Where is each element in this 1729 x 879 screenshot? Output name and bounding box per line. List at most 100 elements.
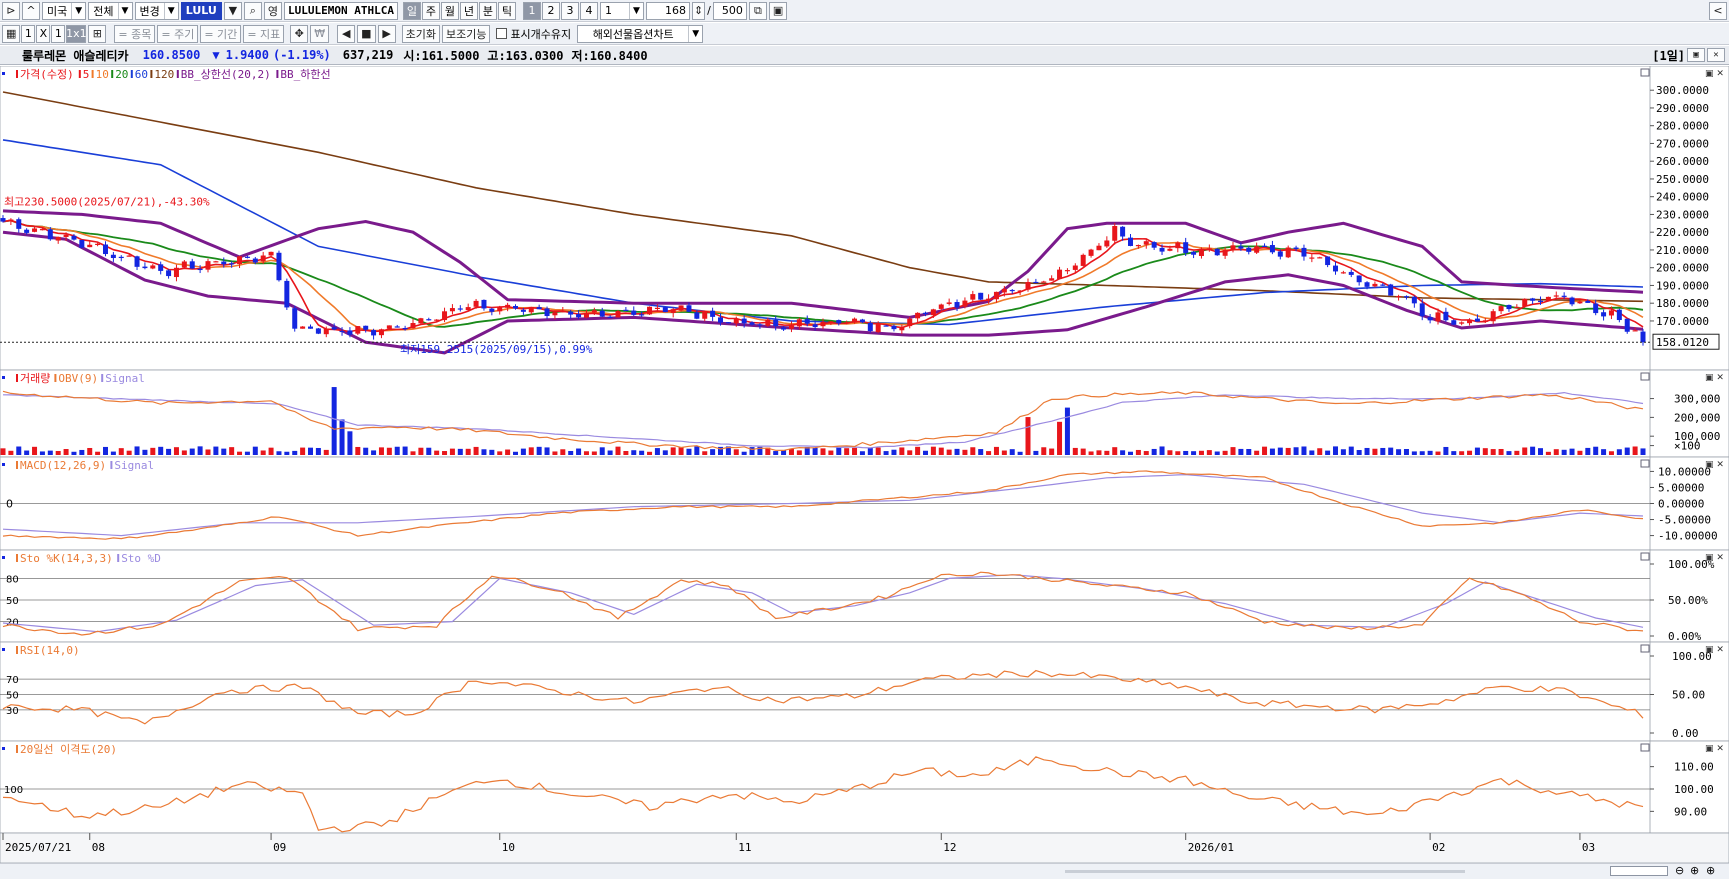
close-icon[interactable]: ✕: [1707, 48, 1725, 62]
number-button-4[interactable]: 4: [579, 1, 598, 20]
pane-minimize-icon[interactable]: [1640, 459, 1650, 468]
term-button[interactable]: = 기간: [200, 24, 242, 43]
candle-body: [1482, 320, 1488, 322]
search-icon[interactable]: ⌕: [243, 1, 262, 20]
reset-button[interactable]: 초기화: [401, 24, 440, 43]
up-arrow-button[interactable]: ^: [22, 1, 40, 20]
candle-body: [552, 312, 558, 316]
number-button-2[interactable]: 2: [541, 1, 560, 20]
volume-bar: [1372, 448, 1378, 455]
prev-icon[interactable]: ◀: [337, 24, 356, 43]
pane-minimize-icon[interactable]: [1640, 644, 1650, 653]
number-button-1[interactable]: 1: [522, 1, 541, 20]
move-icon[interactable]: ✥: [290, 24, 309, 43]
pane-control-icon[interactable]: ▣ ✕: [1705, 69, 1724, 79]
maximize-icon[interactable]: ▣: [1687, 48, 1705, 62]
period-button-0[interactable]: 일: [402, 1, 421, 20]
period-button-5[interactable]: 틱: [497, 1, 516, 20]
pane-control-icon[interactable]: ▣ ✕: [1705, 373, 1724, 383]
volume-bar: [930, 446, 936, 455]
count-input[interactable]: 168: [645, 1, 690, 20]
pane-control-icon[interactable]: ▣ ✕: [1705, 460, 1724, 470]
item-button[interactable]: = 종목: [114, 24, 156, 43]
candle-body: [1632, 330, 1638, 332]
layout-button-1[interactable]: X: [36, 24, 51, 43]
pane-minimize-icon[interactable]: [1640, 372, 1650, 381]
period-button-4[interactable]: 분: [478, 1, 497, 20]
collapse-left-icon[interactable]: <: [1709, 1, 1727, 20]
zoom-slider[interactable]: [1610, 866, 1668, 876]
candle-body: [544, 308, 550, 316]
pane-control-icon[interactable]: ▣ ✕: [1705, 744, 1724, 754]
volume-bar: [1262, 446, 1268, 455]
volume-bar: [820, 448, 826, 455]
candle-body: [536, 307, 542, 310]
candle-body: [986, 298, 992, 300]
save-icon[interactable]: ▣: [768, 1, 788, 20]
overseas-select[interactable]: 해외선물옵션차트 ▼: [577, 24, 704, 43]
candle-body: [442, 311, 448, 321]
candle-body: [1206, 248, 1212, 250]
ticker-input[interactable]: LULU: [180, 1, 222, 20]
layout-button-2[interactable]: 1: [51, 24, 66, 43]
pane-control-icon[interactable]: ▣ ✕: [1705, 553, 1724, 563]
pane-minimize-icon[interactable]: [1640, 68, 1650, 77]
scroll-thumb[interactable]: [1065, 870, 1465, 873]
table-icon[interactable]: ⊞: [88, 24, 107, 43]
volume-bar: [765, 447, 771, 455]
x-tick-label: 2025/07/21: [5, 841, 71, 854]
level-label: 50: [6, 691, 19, 702]
pane-control-icon[interactable]: ▣ ✕: [1705, 645, 1724, 655]
volume-bar: [47, 450, 53, 455]
stock-name-field: LULULEMON ATHLCA: [283, 1, 398, 20]
keep-count-checkbox[interactable]: [496, 28, 508, 39]
level-label: 100: [4, 785, 23, 796]
won-button[interactable]: ₩: [310, 24, 330, 43]
number-button-3[interactable]: 3: [560, 1, 579, 20]
period-button-3[interactable]: 년: [459, 1, 478, 20]
chevron-down-icon: ▼: [163, 2, 178, 19]
pane-minimize-icon[interactable]: [1640, 743, 1650, 752]
zoom-out-icon[interactable]: ⊖: [1675, 864, 1685, 877]
lang-button[interactable]: 영: [263, 1, 282, 20]
volume-bar: [1269, 448, 1275, 455]
new-window-icon[interactable]: ⧉: [748, 1, 767, 20]
period-button-2[interactable]: 월: [440, 1, 459, 20]
count-stepper[interactable]: ⇕: [691, 1, 706, 20]
aux-button[interactable]: 보조기능: [441, 24, 491, 43]
next-icon[interactable]: ▶: [377, 24, 396, 43]
volume-bar: [883, 451, 889, 455]
zoom-reset-icon[interactable]: ⊕: [1706, 864, 1716, 877]
candle-body: [355, 326, 361, 334]
stop-icon[interactable]: ■: [357, 24, 376, 43]
grid-icon[interactable]: ▦: [2, 24, 21, 43]
indicator-button[interactable]: = 지표: [243, 24, 285, 43]
volume-bar: [915, 446, 921, 455]
volume-bar: [536, 446, 542, 455]
scope-select[interactable]: 전체 ▼: [88, 1, 133, 20]
layout-button-0[interactable]: 1: [21, 24, 36, 43]
cycle-button[interactable]: = 주기: [157, 24, 199, 43]
ticker-dropdown-button[interactable]: ▼: [223, 1, 242, 20]
period-button-1[interactable]: 주: [421, 1, 440, 20]
legend-item-1: Sto %D: [121, 552, 161, 565]
candle-body: [1577, 301, 1583, 304]
volume-bar: [1514, 450, 1520, 455]
market-select[interactable]: 미국 ▼: [42, 1, 87, 20]
unit-select[interactable]: 1 ▼: [599, 1, 644, 20]
chart-area[interactable]: ▣ ✕170.0000180.0000190.0000200.0000210.0…: [0, 66, 1729, 863]
chevron-down-icon: ▼: [117, 2, 132, 19]
candle-body: [465, 307, 471, 311]
zoom-in-icon[interactable]: ⊕: [1690, 864, 1700, 877]
pane-minimize-icon[interactable]: [1640, 552, 1650, 561]
change-select[interactable]: 변경 ▼: [134, 1, 179, 20]
layout-button-3[interactable]: 1x1: [66, 24, 87, 43]
count-max-input[interactable]: 500: [712, 1, 747, 20]
volume-bar: [1640, 448, 1646, 455]
volume-bar: [339, 419, 345, 455]
candle-body: [1340, 272, 1346, 274]
expand-button[interactable]: ⊳: [2, 1, 20, 20]
candle-body: [1135, 245, 1141, 247]
bottom-scrollbar[interactable]: ⊖ ⊕ ⊕: [0, 863, 1729, 879]
volume-bar: [938, 447, 944, 455]
